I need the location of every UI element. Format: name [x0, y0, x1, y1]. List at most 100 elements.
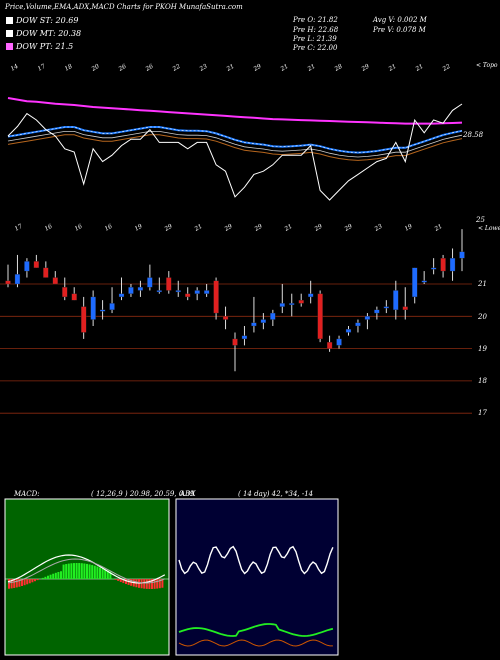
candle-body	[118, 293, 125, 298]
dow-mt-text: DOW MT: 20.38	[16, 29, 82, 38]
macd-histogram-bar	[28, 579, 31, 584]
price-label-18: 18	[478, 377, 487, 385]
ema-top-date-label: 29	[252, 63, 263, 73]
ema-top-date-label: 23	[198, 63, 209, 73]
macd-histogram-bar	[83, 563, 86, 579]
ema-bottom-date-label: 29	[253, 223, 264, 233]
ema-top-date-label: 22	[441, 63, 452, 73]
ema-bottom-date-label: 29	[163, 223, 174, 233]
candle-body	[24, 261, 30, 272]
ema-bottom-date-label: 21	[193, 223, 204, 233]
candle-body	[90, 296, 96, 320]
pre-low: Pre L: 21.39	[293, 35, 337, 43]
ema-bottom-date-label: 16	[74, 223, 84, 233]
macd-histogram-bar	[26, 579, 29, 585]
macd-histogram-bar	[101, 568, 104, 579]
macd-histogram-bar	[62, 564, 65, 579]
macd-histogram-bar	[18, 579, 21, 587]
macd-histogram-bar	[54, 572, 57, 579]
macd-histogram-bar	[148, 579, 151, 589]
candle-body	[52, 277, 58, 285]
pre-volume: Pre V: 0.078 M	[373, 26, 426, 34]
ema-panel	[7, 97, 463, 201]
candle-body	[449, 258, 456, 272]
candle-body	[194, 290, 200, 294]
ema-grey-line	[7, 130, 463, 158]
macd-histogram-bar	[10, 579, 13, 589]
ema-corner-label: < Topo	[476, 62, 498, 69]
ema-price-label: 28.58	[463, 131, 484, 139]
candle-body	[393, 290, 399, 310]
pre-close: Pre C: 22.00	[293, 44, 338, 52]
macd-histogram-bar	[8, 579, 10, 589]
macd-histogram-bar	[36, 579, 39, 581]
dow-st-swatch	[6, 17, 13, 24]
macd-line	[7, 554, 166, 584]
macd-histogram-bar	[31, 579, 34, 583]
macd-histogram-bar	[86, 563, 88, 579]
macd-histogram-bar	[67, 563, 70, 579]
ema-top-date-label: 26	[117, 63, 128, 73]
ema-top-date-label: 18	[64, 63, 74, 73]
macd-histogram-bar	[93, 565, 96, 579]
candle-body	[308, 293, 314, 298]
candle-body	[203, 290, 210, 294]
candle-body	[251, 322, 257, 327]
avg-volume: Avg V: 0.002 M	[373, 16, 427, 24]
candle-body	[43, 267, 49, 278]
macd-histogram-bar	[57, 571, 60, 579]
adx-panel	[175, 498, 339, 656]
dow-pt-label: DOW PT: 21.5	[6, 42, 73, 52]
ema-short-line	[7, 126, 463, 154]
macd-histogram-bar	[156, 579, 159, 589]
macd-histogram-bar	[60, 571, 62, 579]
macd-histogram-bar	[75, 563, 78, 579]
candle-body	[412, 267, 418, 298]
dow-st-text: DOW ST: 20.69	[16, 16, 79, 25]
candle-body	[326, 341, 333, 349]
adx-line	[178, 545, 334, 575]
ema-bottom-date-label: 29	[313, 223, 324, 233]
macd-histogram-bar	[140, 579, 143, 589]
macd-histogram-bar	[80, 563, 83, 579]
candle-body	[156, 290, 162, 293]
dow-st-label: DOW ST: 20.69	[6, 16, 78, 26]
candle-body	[71, 293, 77, 301]
macd-histogram-bar	[114, 579, 117, 580]
candle-body	[128, 287, 134, 294]
ema-top-date-label: 22	[171, 63, 182, 73]
macd-histogram-bar	[73, 563, 75, 579]
ema-bottom-date-labels: 17 16 16 16 19 29 21 29 29 21 29 29 23 19 21	[14, 223, 444, 233]
macd-histogram-bar	[44, 576, 47, 579]
macd-histogram-bar	[78, 563, 81, 579]
ema-long-line	[7, 97, 463, 125]
candle-body	[33, 261, 40, 269]
macd-histogram-bar	[70, 563, 73, 579]
ema-bottom-date-label: 29	[343, 223, 354, 233]
price-label-21: 21	[478, 280, 487, 288]
candle-body	[317, 293, 323, 340]
candle-body	[62, 287, 68, 298]
ema-dotted-line	[7, 126, 463, 153]
adx-params: ( 14 day) 42, *34, -14	[238, 490, 314, 498]
macd-params: ( 12,26,9 ) 20.98, 20.59, 0.39	[91, 490, 195, 498]
ema-bottom-date-label: 29	[223, 223, 234, 233]
ema-top-date-label: 21	[225, 63, 236, 73]
candle-body	[185, 293, 191, 298]
ema-top-date-label: 21	[306, 63, 317, 73]
candle-body	[402, 306, 408, 310]
candle-body	[222, 316, 229, 320]
ema-bottom-date-label: 21	[433, 223, 444, 233]
candle-body	[213, 280, 219, 314]
macd-histogram-bar	[96, 566, 99, 579]
candle-body	[175, 290, 181, 293]
macd-histogram-bar	[106, 570, 109, 579]
candle-body	[137, 287, 144, 291]
price-label-17: 17	[478, 409, 487, 417]
macd-histogram-bar	[91, 565, 94, 579]
candle-body	[166, 277, 172, 291]
candle-body	[147, 277, 153, 288]
candle-body	[336, 338, 342, 346]
dow-pt-swatch	[6, 43, 13, 50]
candle-body	[289, 303, 295, 306]
